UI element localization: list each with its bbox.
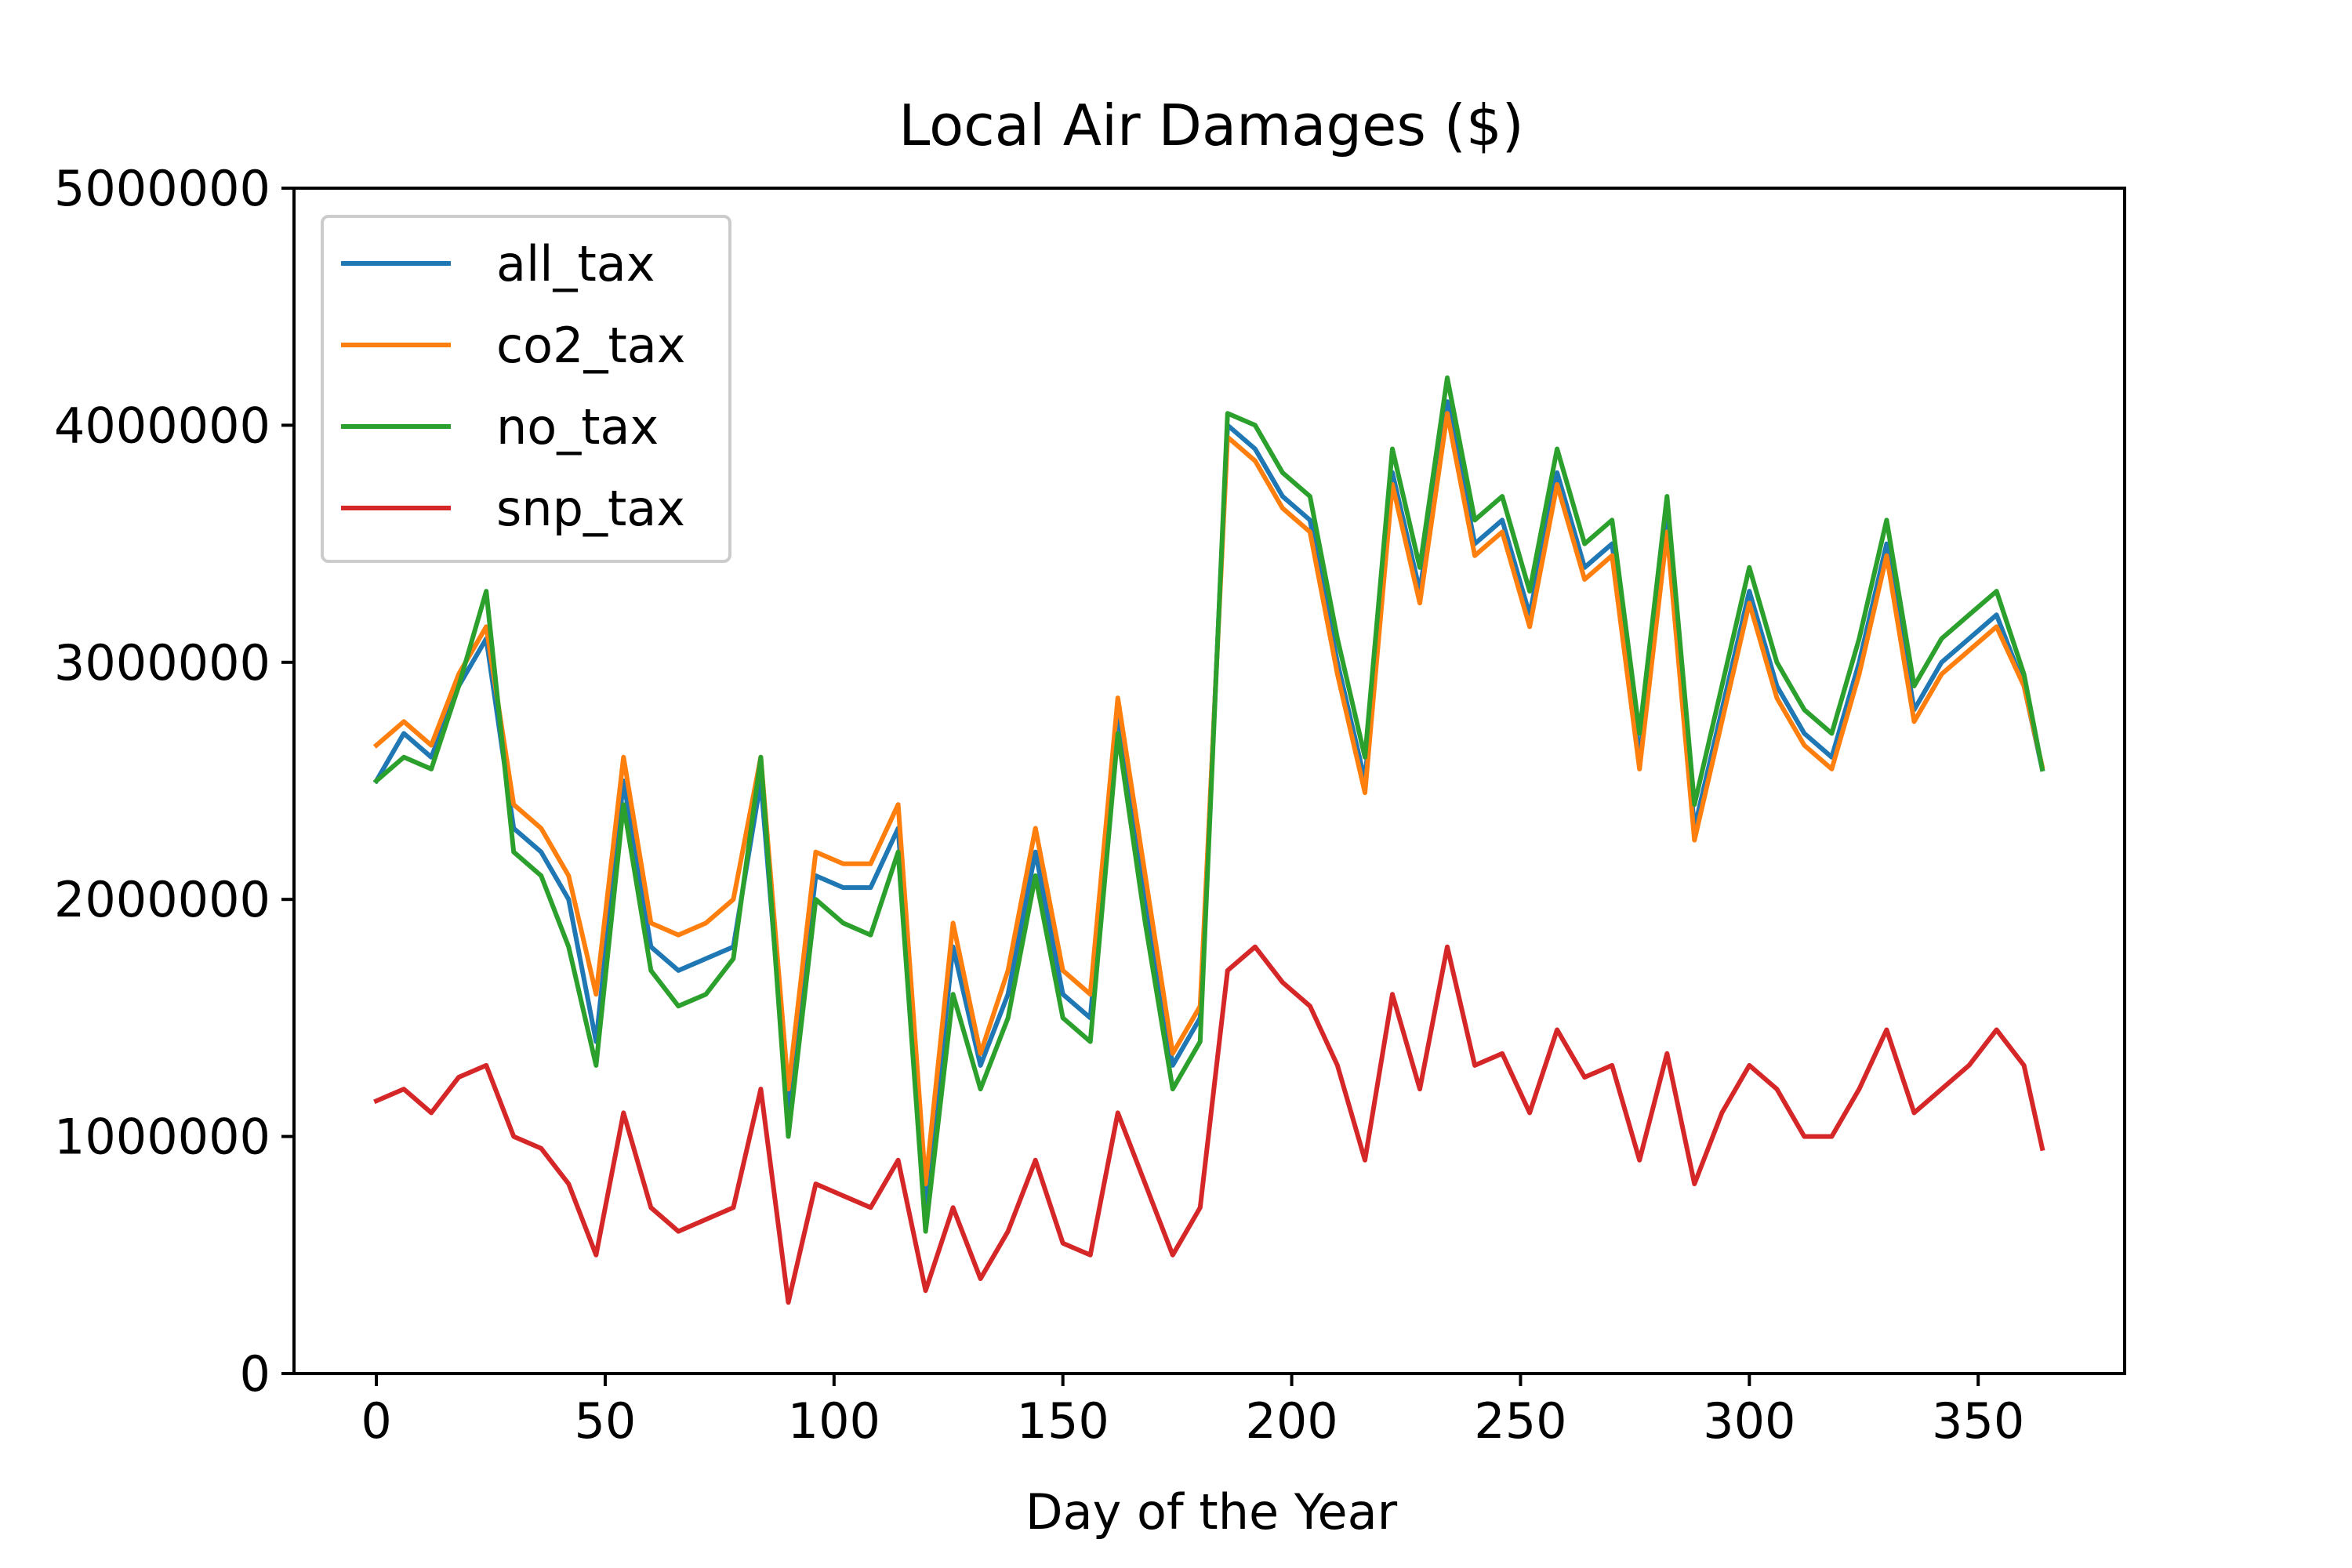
plot-frame [292, 187, 2126, 1375]
legend-label-co2-tax: co2_tax [496, 317, 685, 374]
y-tick-label: 4000000 [54, 397, 270, 454]
y-axis: 0 1000000 2000000 3000000 4000000 5000000 [54, 160, 294, 1403]
x-tick-label: 300 [1703, 1392, 1795, 1450]
y-tick-label: 1000000 [54, 1109, 270, 1166]
chart-title: Local Air Damages ($) [898, 93, 1523, 158]
series-line-snp-tax [373, 944, 2045, 1305]
x-axis-label: Day of the Year [1025, 1483, 1398, 1541]
legend: all_tax co2_tax no_tax snp_tax [321, 215, 731, 563]
x-tick-label: 250 [1474, 1392, 1566, 1450]
x-axis: 0 50 100 150 200 250 300 350 [361, 1374, 2024, 1450]
y-tick-label: 0 [240, 1345, 270, 1403]
legend-label-no-tax: no_tax [496, 398, 659, 456]
plot-series-group [372, 375, 2045, 1305]
x-tick-label: 100 [788, 1392, 880, 1450]
legend-box [321, 215, 731, 563]
y-tick-label: 3000000 [54, 634, 270, 691]
x-tick-label: 150 [1017, 1392, 1109, 1450]
x-tick-label: 50 [574, 1392, 636, 1450]
x-tick-label: 0 [361, 1392, 391, 1450]
y-tick-label: 2000000 [54, 871, 270, 928]
legend-label-snp-tax: snp_tax [496, 480, 685, 537]
y-tick-label: 5000000 [54, 160, 270, 217]
x-tick-label: 200 [1245, 1392, 1338, 1450]
series-line-no-tax [372, 375, 2045, 1234]
legend-label-all-tax: all_tax [496, 235, 655, 292]
x-tick-label: 350 [1932, 1392, 2024, 1450]
